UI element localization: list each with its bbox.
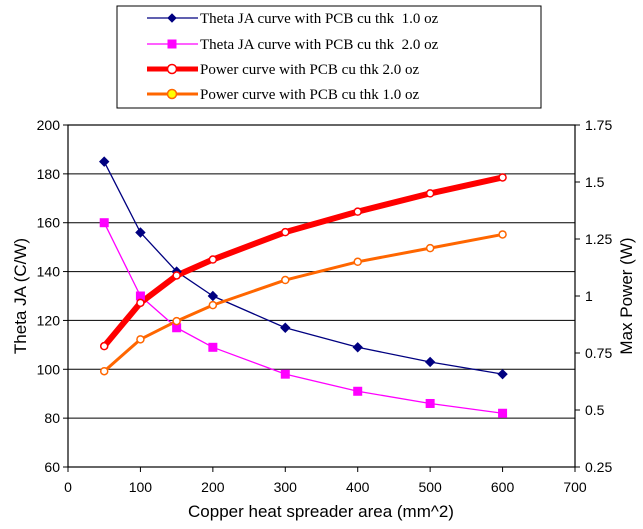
y-tick-label: 80 [44,410,60,426]
series-line-1 [103,160,504,375]
data-point [498,408,508,418]
data-point [280,322,291,333]
legend-box [116,5,542,109]
x-tick-label: 400 [346,479,370,495]
data-point [424,356,436,368]
data-point [498,173,507,182]
y2-tick-label: 1.75 [585,117,612,133]
data-point [208,342,218,352]
y2-axis-title: Max Power (W) [617,237,636,354]
y-tick-label: 140 [37,264,61,280]
x-tick-label: 0 [64,479,72,495]
data-point [208,255,218,264]
y-tick-label: 160 [37,215,61,231]
data-point [353,257,362,267]
data-point [281,227,290,237]
data-point [135,227,146,238]
data-point [497,368,508,380]
plot-area: 0 100 200 300 400 500 600 700 60 80 100 120 140 160 1… [37,117,613,495]
data-point [172,316,181,326]
x-tick-label: 600 [491,479,515,495]
y-tick-label: 100 [37,361,61,377]
legend-marker [166,63,178,75]
series-line-4 [102,232,505,373]
y2-tick-label: 0.5 [585,402,605,418]
y2-tick-label: 0.75 [585,345,612,361]
legend-marker [166,88,178,100]
data-point [99,366,109,376]
legend: Theta JA curve with PCB cu thk 1.0 oz The… [116,5,542,109]
y2-tick-label: 1.25 [585,231,612,247]
y2-tick-label: 0.25 [585,459,612,475]
x-axis-title: Copper heat spreader area (mm^2) [188,502,454,521]
data-point [425,243,435,253]
series-line-3 [101,174,506,350]
y-tick-label: 180 [37,166,61,182]
x-tick-label: 200 [201,479,225,495]
data-point [99,218,109,228]
data-point [353,386,363,396]
data-point [172,271,181,280]
legend-marker [167,39,177,49]
y2-tick-label: 1.5 [585,174,605,190]
data-point [498,230,507,239]
x-tick-label: 100 [129,479,153,495]
legend-marker [167,13,177,23]
y-tick-label: 60 [44,459,60,475]
y-axis-title: Theta JA (C/W) [11,238,30,354]
data-point [425,398,435,408]
x-tick-label: 700 [563,479,587,495]
legend-label: Theta JA curve with PCB cu thk 2.0 oz [200,37,439,53]
legend-label: Power curve with PCB cu thk 1.0 oz [200,87,419,103]
legend-label: Theta JA curve with PCB cu thk 1.0 oz [200,11,439,27]
data-point [207,290,219,302]
data-point [352,342,363,353]
data-point [136,298,145,308]
legend-label: Power curve with PCB cu thk 2.0 oz [200,62,419,78]
y-tick-label: 120 [37,312,61,328]
x-tick-label: 500 [418,479,442,495]
data-point [425,189,435,198]
data-point [136,335,145,344]
data-point [281,275,290,285]
y-tick-label: 200 [37,117,61,133]
series-line-2 [103,222,504,414]
data-point [208,300,218,310]
y2-tick-label: 1 [585,288,593,304]
x-tick-label: 300 [274,479,298,495]
data-point [280,369,290,379]
data-point [353,207,362,216]
data-point [99,341,109,351]
data-point [99,156,110,167]
